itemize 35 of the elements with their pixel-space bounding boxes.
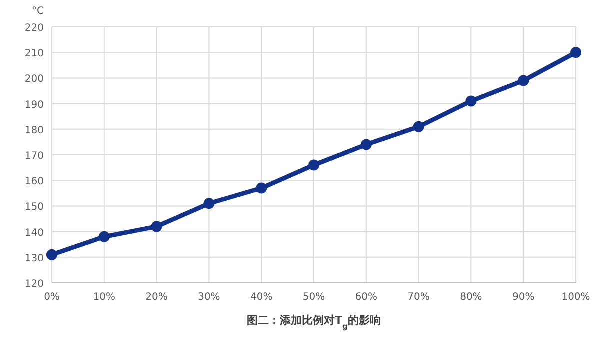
x-tick-label: 50%	[302, 292, 326, 303]
x-tick-label: 70%	[408, 292, 430, 303]
x-tick-label: 10%	[93, 292, 116, 303]
x-tick-label: 0%	[44, 292, 60, 303]
point	[570, 47, 582, 58]
point	[204, 198, 215, 210]
point	[308, 160, 320, 171]
y-tick-label: 200	[24, 74, 44, 86]
x-tick-label: 100%	[562, 292, 590, 303]
y-tick-label: 210	[24, 48, 44, 60]
y-tick-label: 160	[24, 176, 44, 188]
y-tick-label: 140	[24, 228, 44, 239]
point	[98, 231, 110, 242]
x-tick-label: 20%	[146, 292, 168, 303]
y-axis-title: °C	[32, 6, 44, 17]
x-tick-label: 30%	[198, 292, 220, 303]
text: 图二：添加比例对T$_{g}$的影响	[246, 314, 382, 330]
y-tick-label: 170	[24, 151, 44, 162]
point	[46, 249, 58, 260]
x-tick-label: 90%	[512, 292, 535, 303]
x-tick-label: 60%	[355, 292, 378, 303]
y-tick-label: 180	[24, 125, 44, 136]
y-tick-label: 220	[24, 23, 44, 34]
y-tick-label: 130	[24, 253, 44, 264]
point	[518, 75, 530, 86]
point	[256, 182, 268, 194]
y-tick-label: 150	[24, 202, 44, 214]
x-tick-label: 40%	[250, 292, 273, 303]
point	[466, 96, 477, 107]
y-tick-label: 120	[24, 279, 44, 290]
point	[151, 221, 162, 232]
point	[413, 121, 424, 132]
x-tick-label: 80%	[460, 292, 482, 303]
point	[360, 139, 372, 150]
y-tick-label: 190	[24, 100, 44, 111]
